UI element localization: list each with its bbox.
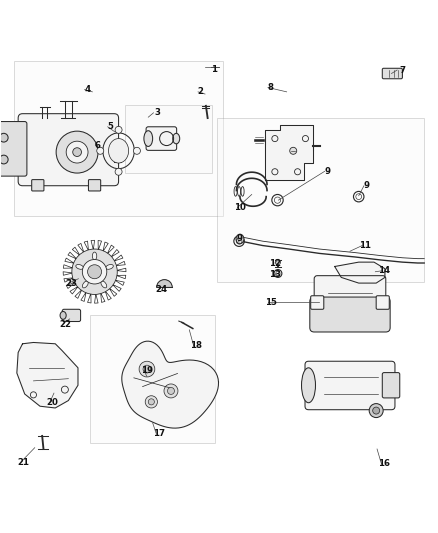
Bar [125, 105, 212, 173]
Circle shape [97, 147, 104, 154]
FancyBboxPatch shape [311, 296, 324, 309]
FancyBboxPatch shape [18, 114, 119, 185]
Text: 2: 2 [198, 87, 204, 96]
Text: 13: 13 [269, 270, 281, 279]
Ellipse shape [101, 281, 107, 288]
Ellipse shape [173, 133, 180, 144]
Text: 9: 9 [364, 181, 370, 190]
Bar [14, 61, 223, 216]
Text: 9: 9 [237, 233, 243, 243]
Circle shape [369, 403, 383, 417]
Polygon shape [122, 341, 219, 428]
Circle shape [143, 365, 151, 373]
Text: 23: 23 [65, 279, 78, 288]
Circle shape [72, 249, 117, 294]
Text: 20: 20 [46, 398, 58, 407]
Text: 6: 6 [95, 141, 101, 150]
Circle shape [73, 148, 81, 157]
Circle shape [0, 155, 8, 164]
Wedge shape [156, 280, 172, 287]
Bar [90, 314, 215, 443]
Text: 11: 11 [359, 241, 371, 250]
FancyBboxPatch shape [32, 180, 44, 191]
Text: 1: 1 [211, 64, 217, 74]
Text: 4: 4 [84, 85, 90, 94]
Text: 18: 18 [190, 342, 202, 351]
Circle shape [115, 168, 122, 175]
Text: 16: 16 [378, 459, 390, 469]
Circle shape [134, 147, 141, 154]
Ellipse shape [301, 368, 315, 403]
Ellipse shape [82, 281, 88, 288]
Ellipse shape [60, 311, 66, 319]
FancyBboxPatch shape [376, 296, 389, 309]
Text: 8: 8 [268, 83, 273, 92]
Ellipse shape [109, 139, 129, 163]
Text: 15: 15 [265, 298, 276, 307]
Circle shape [82, 260, 107, 284]
Circle shape [164, 384, 178, 398]
Ellipse shape [92, 252, 97, 260]
Polygon shape [335, 262, 385, 283]
Text: 14: 14 [378, 266, 390, 276]
Circle shape [167, 387, 174, 394]
Text: 22: 22 [59, 320, 71, 329]
Text: 12: 12 [269, 259, 281, 268]
Ellipse shape [76, 264, 83, 269]
Circle shape [148, 399, 154, 405]
Ellipse shape [236, 234, 244, 244]
Polygon shape [17, 343, 78, 408]
Circle shape [88, 265, 102, 279]
Text: 7: 7 [399, 66, 406, 75]
Text: 5: 5 [108, 122, 113, 131]
FancyBboxPatch shape [310, 297, 390, 332]
FancyBboxPatch shape [0, 122, 27, 176]
FancyBboxPatch shape [314, 276, 386, 306]
Text: 3: 3 [154, 108, 160, 117]
FancyBboxPatch shape [62, 309, 81, 321]
Text: 10: 10 [234, 203, 246, 212]
Text: 24: 24 [155, 285, 167, 294]
Text: 19: 19 [141, 366, 153, 375]
Circle shape [145, 395, 157, 408]
Text: 9: 9 [324, 167, 330, 176]
FancyBboxPatch shape [146, 127, 177, 150]
Circle shape [0, 133, 8, 142]
Text: 21: 21 [18, 458, 29, 466]
Text: 17: 17 [153, 429, 165, 438]
Circle shape [276, 260, 281, 265]
Ellipse shape [106, 264, 113, 269]
FancyBboxPatch shape [88, 180, 101, 191]
FancyBboxPatch shape [382, 373, 400, 398]
FancyBboxPatch shape [382, 68, 403, 79]
Circle shape [56, 131, 98, 173]
Circle shape [115, 126, 122, 133]
Ellipse shape [144, 131, 152, 147]
FancyBboxPatch shape [305, 361, 395, 410]
Circle shape [373, 407, 380, 414]
Circle shape [66, 141, 88, 163]
Circle shape [290, 147, 297, 154]
Circle shape [139, 361, 155, 377]
Bar [217, 118, 424, 282]
Polygon shape [265, 125, 313, 181]
